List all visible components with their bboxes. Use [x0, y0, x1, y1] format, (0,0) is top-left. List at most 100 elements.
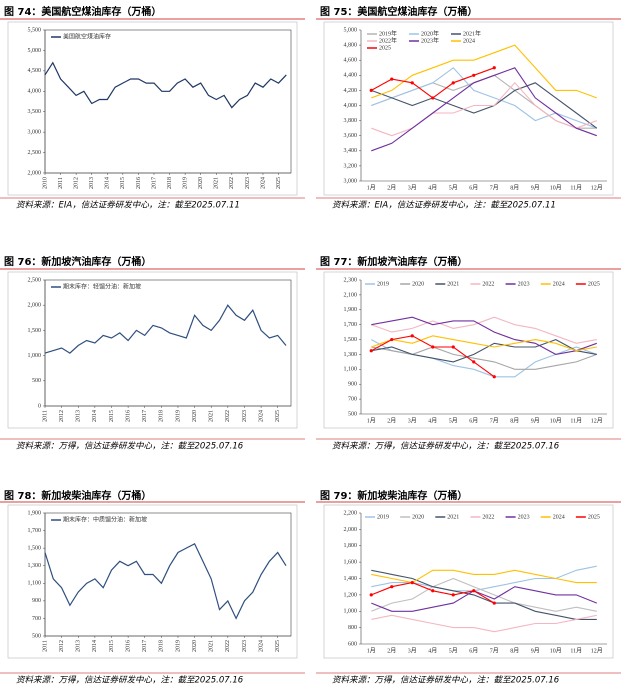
- y-tick-label: 800: [348, 625, 357, 631]
- x-tick-label: 9月: [531, 184, 540, 191]
- x-tick-label: 2月: [387, 184, 396, 191]
- x-tick-label: 2012: [74, 177, 80, 189]
- legend-label: 美国航空煤油库存: [63, 32, 111, 40]
- source-note: 资料来源：EIA，信达证券研发中心，注：截至2025.07.11: [332, 200, 556, 211]
- y-tick-label: 1,100: [344, 367, 358, 373]
- legend-label: 期末库存：中质馏分油：新加坡: [63, 515, 147, 523]
- y-tick-label: 2,000: [344, 527, 358, 533]
- point: [451, 81, 455, 85]
- y-tick-label: 2,500: [28, 150, 42, 156]
- x-tick-label: 2014: [92, 410, 98, 422]
- legend-label: 2024: [463, 38, 475, 44]
- legend-label: 2019: [377, 514, 389, 520]
- x-tick-label: 2023: [245, 177, 251, 189]
- y-tick-label: 1,300: [344, 352, 358, 358]
- x-tick-label: 8月: [510, 647, 519, 654]
- y-tick-label: 2,000: [28, 303, 42, 309]
- legend-label: 2019: [377, 281, 389, 287]
- x-tick-label: 2024: [258, 640, 264, 652]
- y-tick-label: 1,900: [344, 307, 358, 313]
- x-tick-label: 10月: [550, 417, 562, 424]
- x-tick-label: 6月: [469, 647, 478, 654]
- plot-frame: [44, 512, 292, 637]
- legend-label: 2022: [482, 514, 494, 520]
- legend-label: 2025: [379, 45, 391, 51]
- y-tick-label: 1,500: [344, 337, 358, 343]
- point: [410, 580, 414, 585]
- y-tick-label: 1,500: [28, 328, 42, 334]
- point: [410, 334, 414, 338]
- x-tick-label: 2021: [209, 410, 215, 422]
- series-line: [371, 569, 597, 620]
- plot-frame: [44, 29, 292, 174]
- y-tick-label: 4,800: [344, 42, 358, 48]
- x-tick-label: 7月: [490, 184, 499, 191]
- chart-frame: [323, 271, 614, 429]
- y-tick-label: 3,600: [344, 133, 358, 139]
- x-tick-label: 3月: [408, 647, 417, 654]
- series-line: [44, 61, 287, 109]
- x-tick-label: 10月: [550, 647, 562, 654]
- y-tick-label: 1,000: [344, 609, 358, 615]
- legend-label: 2020: [412, 514, 424, 520]
- y-tick-label: 4,000: [344, 103, 358, 109]
- y-tick-label: 1,800: [344, 543, 358, 549]
- y-tick-label: 1,900: [28, 510, 42, 516]
- y-tick-label: 1,700: [28, 528, 42, 534]
- point: [472, 589, 476, 593]
- x-tick-label: 2016: [125, 410, 131, 422]
- y-tick-label: 4,500: [28, 68, 42, 74]
- x-tick-label: 2025: [275, 640, 281, 652]
- legend-label: 2024: [553, 281, 565, 287]
- figure-title: 图 76：新加坡汽油库存（万桶）: [4, 255, 151, 268]
- x-tick-label: 6月: [469, 417, 478, 424]
- x-tick-label: 5月: [449, 647, 458, 654]
- figure-title: 图 74：美国航空煤油库存（万桶）: [4, 5, 161, 18]
- series-line: [371, 316, 597, 355]
- x-tick-label: 2014: [105, 177, 111, 189]
- point: [431, 96, 435, 100]
- point: [390, 585, 394, 589]
- point: [492, 601, 496, 605]
- y-tick-label: 3,800: [344, 118, 358, 124]
- y-tick-label: 1,200: [344, 592, 358, 598]
- chart-frame: [7, 504, 298, 659]
- x-tick-label: 2月: [387, 647, 396, 654]
- legend-label: 2021年: [463, 29, 481, 37]
- x-tick-label: 11月: [570, 417, 582, 424]
- x-tick-label: 2022: [229, 177, 235, 189]
- x-tick-label: 2011: [42, 410, 48, 422]
- x-tick-label: 8月: [510, 417, 519, 424]
- series-line: [371, 614, 597, 633]
- y-tick-label: 1,700: [344, 322, 358, 328]
- x-tick-label: 2015: [109, 410, 115, 422]
- point: [369, 349, 373, 353]
- x-tick-label: 2021: [214, 177, 220, 189]
- chart-frame: [7, 271, 298, 429]
- x-tick-label: 10月: [550, 184, 562, 191]
- chart-frame: [7, 21, 298, 196]
- chart-frame: [323, 21, 614, 196]
- x-tick-label: 1月: [367, 184, 376, 191]
- y-tick-label: 0: [38, 403, 41, 409]
- y-tick-label: 1,400: [344, 576, 358, 582]
- y-tick-label: 2,000: [28, 170, 42, 176]
- y-tick-label: 4,200: [344, 88, 358, 94]
- series-line: [371, 82, 598, 129]
- y-tick-label: 1,300: [28, 563, 42, 569]
- y-tick-label: 700: [348, 396, 357, 402]
- legend-label: 2023年: [421, 36, 439, 44]
- point: [369, 88, 373, 92]
- series-line: [371, 565, 597, 592]
- point: [472, 360, 476, 364]
- legend-label: 2019年: [379, 29, 397, 37]
- legend-label: 2024: [553, 514, 565, 520]
- x-tick-label: 2020: [198, 177, 204, 189]
- x-tick-label: 2022: [225, 640, 231, 652]
- source-note: 资料来源：EIA，信达证券研发中心，注：截至2025.07.11: [16, 200, 240, 211]
- y-tick-label: 2,200: [344, 510, 358, 516]
- x-tick-label: 2024: [258, 410, 264, 422]
- x-tick-label: 8月: [510, 184, 519, 191]
- legend-label: 2022: [482, 281, 494, 287]
